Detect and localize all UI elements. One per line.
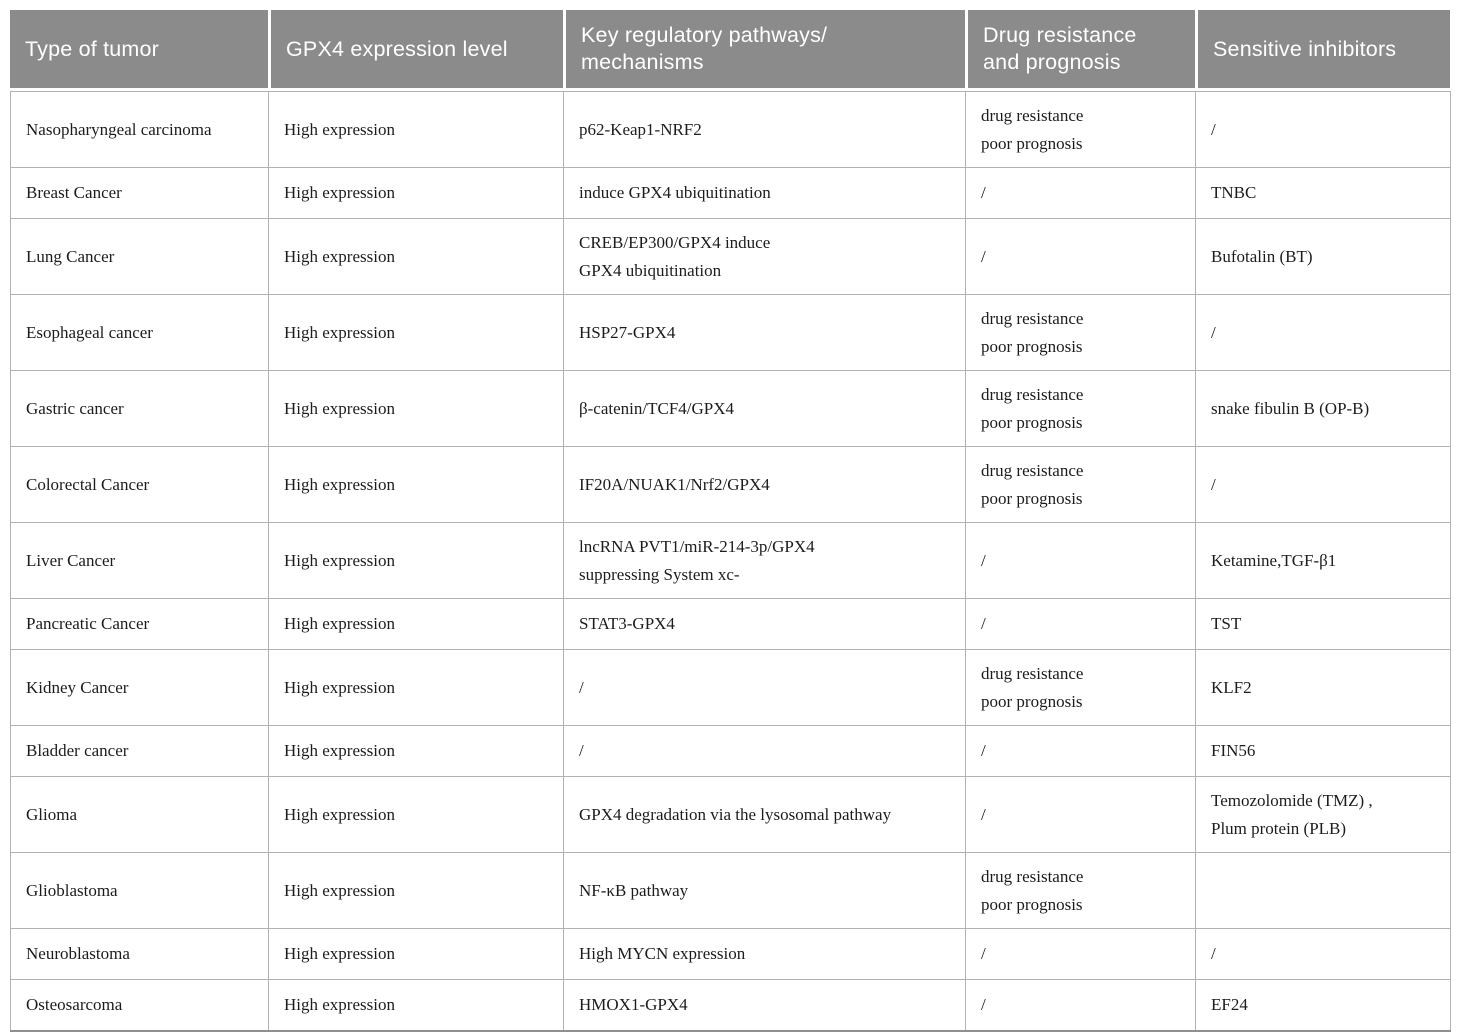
cell-resistance-prognosis: drug resistance poor prognosis [965, 649, 1196, 726]
cell-resistance-prognosis: / [965, 928, 1196, 980]
cell-tumor-type: Breast Cancer [10, 167, 269, 219]
cell-regulatory-pathway: p62-Keap1-NRF2 [563, 91, 966, 168]
cell-expression-level: High expression [268, 776, 564, 853]
cell-sensitive-inhibitors: Ketamine,TGF-β1 [1195, 522, 1451, 599]
cell-expression-level: High expression [268, 522, 564, 599]
cell-sensitive-inhibitors: / [1195, 294, 1451, 371]
table-body: Nasopharyngeal carcinoma High expression… [10, 91, 1451, 1032]
table-header-row: Type of tumor GPX4 expression level Key … [10, 10, 1450, 88]
table-row: Liver Cancer High expression lncRNA PVT1… [10, 522, 1451, 599]
cell-expression-level: High expression [268, 598, 564, 650]
cell-regulatory-pathway: STAT3-GPX4 [563, 598, 966, 650]
cell-resistance-prognosis: drug resistance poor prognosis [965, 91, 1196, 168]
table-row: Neuroblastoma High expression High MYCN … [10, 928, 1451, 980]
cell-regulatory-pathway: HSP27-GPX4 [563, 294, 966, 371]
cell-expression-level: High expression [268, 91, 564, 168]
cell-expression-level: High expression [268, 979, 564, 1032]
table-row: Kidney Cancer High expression / drug res… [10, 649, 1451, 726]
cell-expression-level: High expression [268, 167, 564, 219]
cell-resistance-prognosis: / [965, 218, 1196, 295]
cell-resistance-prognosis: / [965, 522, 1196, 599]
cell-sensitive-inhibitors: Temozolomide (TMZ) , Plum protein (PLB) [1195, 776, 1451, 853]
table-row: Lung Cancer High expression CREB/EP300/G… [10, 218, 1451, 295]
cell-tumor-type: Osteosarcoma [10, 979, 269, 1032]
cell-regulatory-pathway: High MYCN expression [563, 928, 966, 980]
cell-sensitive-inhibitors: / [1195, 91, 1451, 168]
cell-resistance-prognosis: / [965, 598, 1196, 650]
table-row: Pancreatic Cancer High expression STAT3-… [10, 598, 1451, 650]
cell-tumor-type: Bladder cancer [10, 725, 269, 777]
cell-resistance-prognosis: / [965, 776, 1196, 853]
cell-sensitive-inhibitors: / [1195, 928, 1451, 980]
cell-tumor-type: Nasopharyngeal carcinoma [10, 91, 269, 168]
cell-sensitive-inhibitors: / [1195, 446, 1451, 523]
cell-tumor-type: Liver Cancer [10, 522, 269, 599]
gpx4-tumor-table: Nasopharyngeal carcinoma High expression… [10, 91, 1451, 1032]
cell-resistance-prognosis: drug resistance poor prognosis [965, 294, 1196, 371]
cell-resistance-prognosis: / [965, 979, 1196, 1032]
column-header-sensitive-inhibitors: Sensitive inhibitors [1198, 10, 1450, 88]
cell-resistance-prognosis: / [965, 725, 1196, 777]
table-row: Osteosarcoma High expression HMOX1-GPX4 … [10, 979, 1451, 1032]
cell-resistance-prognosis: drug resistance poor prognosis [965, 370, 1196, 447]
cell-tumor-type: Kidney Cancer [10, 649, 269, 726]
cell-tumor-type: Neuroblastoma [10, 928, 269, 980]
cell-sensitive-inhibitors: snake fibulin B (OP-B) [1195, 370, 1451, 447]
column-header-drug-resistance-prognosis: Drug resistance and prognosis [968, 10, 1195, 88]
cell-tumor-type: Pancreatic Cancer [10, 598, 269, 650]
cell-regulatory-pathway: IF20A/NUAK1/Nrf2/GPX4 [563, 446, 966, 523]
cell-sensitive-inhibitors: Bufotalin (BT) [1195, 218, 1451, 295]
cell-regulatory-pathway: GPX4 degradation via the lysosomal pathw… [563, 776, 966, 853]
cell-regulatory-pathway: / [563, 649, 966, 726]
cell-expression-level: High expression [268, 370, 564, 447]
table-row: Breast Cancer High expression induce GPX… [10, 167, 1451, 219]
cell-resistance-prognosis: drug resistance poor prognosis [965, 446, 1196, 523]
cell-sensitive-inhibitors: KLF2 [1195, 649, 1451, 726]
cell-tumor-type: Glioblastoma [10, 852, 269, 929]
column-header-gpx4-expression-level: GPX4 expression level [271, 10, 563, 88]
table-row: Gastric cancer High expression β-catenin… [10, 370, 1451, 447]
cell-resistance-prognosis: / [965, 167, 1196, 219]
cell-tumor-type: Glioma [10, 776, 269, 853]
column-header-type-of-tumor: Type of tumor [10, 10, 268, 88]
table-row: Colorectal Cancer High expression IF20A/… [10, 446, 1451, 523]
table-row: Nasopharyngeal carcinoma High expression… [10, 91, 1451, 168]
cell-sensitive-inhibitors: EF24 [1195, 979, 1451, 1032]
cell-sensitive-inhibitors: TST [1195, 598, 1451, 650]
cell-resistance-prognosis: drug resistance poor prognosis [965, 852, 1196, 929]
cell-expression-level: High expression [268, 725, 564, 777]
cell-expression-level: High expression [268, 218, 564, 295]
cell-sensitive-inhibitors: FIN56 [1195, 725, 1451, 777]
cell-sensitive-inhibitors [1195, 852, 1451, 929]
cell-regulatory-pathway: HMOX1-GPX4 [563, 979, 966, 1032]
table-row: Bladder cancer High expression / / FIN56 [10, 725, 1451, 777]
column-header-key-regulatory-pathways: Key regulatory pathways/ mechanisms [566, 10, 965, 88]
cell-tumor-type: Gastric cancer [10, 370, 269, 447]
cell-tumor-type: Lung Cancer [10, 218, 269, 295]
table-row: Glioblastoma High expression NF-κB pathw… [10, 852, 1451, 929]
cell-regulatory-pathway: β-catenin/TCF4/GPX4 [563, 370, 966, 447]
table-row: Glioma High expression GPX4 degradation … [10, 776, 1451, 853]
cell-regulatory-pathway: CREB/EP300/GPX4 induce GPX4 ubiquitinati… [563, 218, 966, 295]
cell-tumor-type: Esophageal cancer [10, 294, 269, 371]
cell-regulatory-pathway: / [563, 725, 966, 777]
cell-sensitive-inhibitors: TNBC [1195, 167, 1451, 219]
cell-regulatory-pathway: NF-κB pathway [563, 852, 966, 929]
cell-regulatory-pathway: induce GPX4 ubiquitination [563, 167, 966, 219]
cell-expression-level: High expression [268, 446, 564, 523]
cell-expression-level: High expression [268, 928, 564, 980]
cell-expression-level: High expression [268, 649, 564, 726]
cell-expression-level: High expression [268, 294, 564, 371]
cell-expression-level: High expression [268, 852, 564, 929]
cell-tumor-type: Colorectal Cancer [10, 446, 269, 523]
cell-regulatory-pathway: lncRNA PVT1/miR-214-3p/GPX4 suppressing … [563, 522, 966, 599]
table-row: Esophageal cancer High expression HSP27-… [10, 294, 1451, 371]
